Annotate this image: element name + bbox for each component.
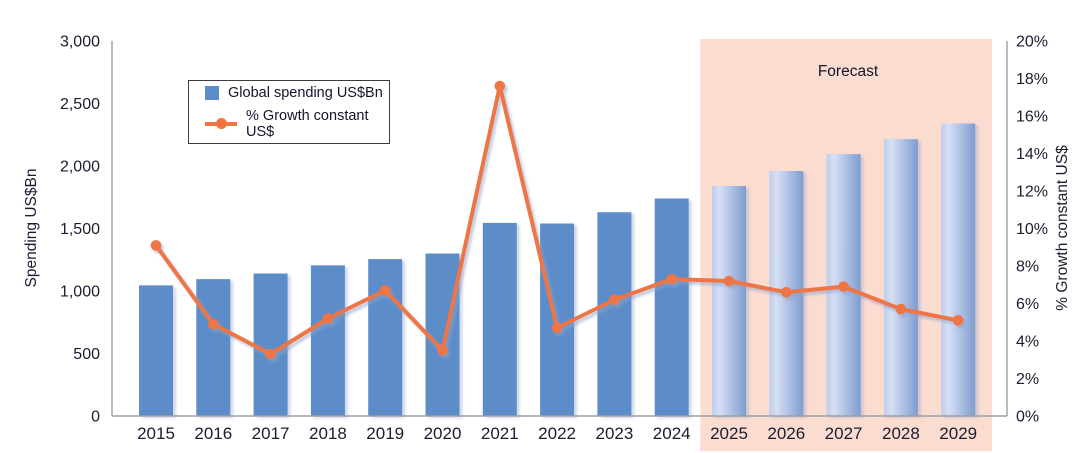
growth-point-2016 (208, 318, 219, 330)
x-tick-2021: 2021 (481, 424, 519, 443)
right-tick-0pct: 0% (1016, 409, 1039, 426)
x-tick-2018: 2018 (309, 424, 347, 443)
growth-point-2026 (781, 286, 792, 298)
right-axis-title: % Growth constant US$ (1054, 145, 1071, 311)
x-tick-2027: 2027 (825, 424, 863, 443)
growth-point-2023 (609, 294, 620, 306)
growth-point-2020 (437, 345, 448, 356)
growth-point-2027 (838, 281, 849, 292)
x-tick-2016: 2016 (194, 424, 232, 443)
left-tick-2500: 2,500 (60, 96, 100, 113)
growth-line-series (150, 80, 964, 360)
growth-point-2028 (895, 303, 907, 315)
bar-2029 (941, 123, 976, 416)
growth-point-2022 (551, 322, 563, 334)
left-tick-3000: 3,000 (60, 34, 100, 51)
bar-2015 (139, 285, 173, 416)
legend-line-swatch-icon (205, 118, 237, 130)
legend-item-growth: % Growth constant US$ (205, 108, 389, 140)
x-tick-2025: 2025 (710, 424, 748, 443)
right-tick-6pct: 6% (1016, 296, 1039, 313)
left-axis-title: Spending US$Bn (23, 168, 40, 288)
left-tick-500: 500 (73, 346, 100, 363)
x-tick-2028: 2028 (882, 424, 920, 443)
legend: Global spending US$Bn % Growth constant … (188, 80, 390, 144)
x-tick-2017: 2017 (252, 424, 290, 443)
bar-2016 (196, 279, 231, 416)
x-tick-2020: 2020 (424, 424, 462, 443)
left-tick-2000: 2,000 (60, 159, 100, 176)
bar-2024 (654, 198, 689, 416)
legend-item-label: Global spending US$Bn (228, 84, 383, 101)
growth-point-2019 (379, 285, 391, 296)
growth-point-2018 (322, 313, 334, 324)
forecast-label: Forecast (817, 63, 879, 80)
bar-2020 (425, 253, 460, 416)
right-tick-2pct: 2% (1016, 371, 1039, 388)
right-tick-18pct: 18% (1016, 71, 1048, 88)
left-tick-0: 0 (91, 409, 100, 426)
legend-item-label: % Growth constant US$ (246, 107, 369, 140)
right-tick-8pct: 8% (1016, 259, 1039, 276)
x-tick-2019: 2019 (366, 424, 404, 443)
bar-2021 (482, 222, 517, 416)
bar-2019 (368, 259, 403, 416)
bars-series (139, 123, 976, 416)
growth-point-2021 (494, 80, 506, 92)
left-tick-1500: 1,500 (60, 221, 100, 238)
right-tick-16pct: 16% (1016, 109, 1048, 126)
growth-point-2025 (723, 275, 735, 287)
legend-item-spending: Global spending US$Bn (205, 85, 389, 101)
bar-2018 (310, 265, 345, 416)
growth-point-2024 (666, 273, 677, 285)
growth-point-2015 (150, 240, 162, 251)
x-tick-2022: 2022 (538, 424, 576, 443)
x-tick-2029: 2029 (939, 424, 977, 443)
growth-point-2017 (265, 348, 276, 360)
x-tick-2023: 2023 (595, 424, 633, 443)
x-tick-2026: 2026 (767, 424, 805, 443)
right-tick-12pct: 12% (1016, 184, 1048, 201)
bar-2028 (883, 139, 918, 416)
bar-2025 (712, 186, 746, 416)
bar-2023 (597, 212, 632, 416)
right-tick-20pct: 20% (1016, 34, 1048, 51)
legend-bar-swatch-icon (205, 85, 219, 100)
growth-point-2029 (952, 315, 964, 326)
x-tick-2024: 2024 (653, 424, 691, 443)
x-tick-2015: 2015 (137, 424, 175, 443)
left-tick-1000: 1,000 (60, 284, 100, 301)
right-tick-4pct: 4% (1016, 334, 1039, 351)
right-tick-14pct: 14% (1016, 146, 1048, 163)
right-tick-10pct: 10% (1016, 221, 1048, 238)
